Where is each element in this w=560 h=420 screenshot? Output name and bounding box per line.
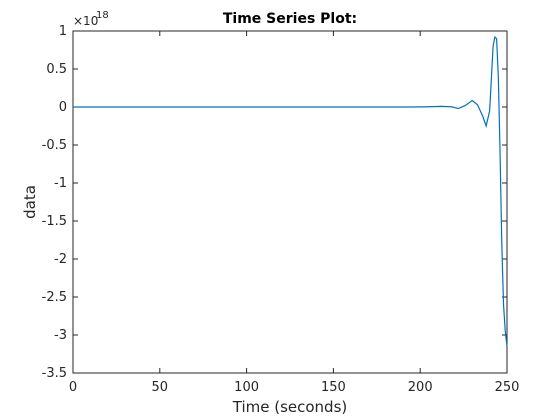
chart-title: Time Series Plot: [223,11,357,27]
y-tick-label: -3.5 [42,366,67,381]
y-axis-label: data [21,185,39,219]
x-tick-label: 200 [408,380,433,395]
x-tick-label: 150 [321,380,346,395]
y-tick-label: 0.5 [46,62,67,77]
y-tick-label: -1 [54,176,67,191]
plot-area [72,30,508,374]
y-tick-label: -1.5 [42,214,67,229]
data-series-line [73,35,508,347]
y-exponent-base: ×10 [73,14,98,28]
x-tick-label: 0 [69,380,77,395]
y-tick-label: -3 [54,328,67,343]
x-axis-label: Time (seconds) [232,398,348,416]
x-tick-label: 50 [152,380,169,395]
y-tick-label: -0.5 [42,138,67,153]
x-tick-label: 250 [495,380,520,395]
y-tick-label: 0 [59,100,67,115]
y-tick-label: -2 [54,252,67,267]
x-tick-label: 100 [234,380,259,395]
x-axis-ticks: 0 50 100 150 200 250 [69,31,520,395]
y-exponent-power: 18 [96,10,109,21]
y-axis-ticks: 1 0.5 0 -0.5 -1 -1.5 -2 -2.5 -3 -3.5 [42,24,507,381]
y-tick-label: -2.5 [42,290,67,305]
y-tick-label: 1 [59,24,67,39]
